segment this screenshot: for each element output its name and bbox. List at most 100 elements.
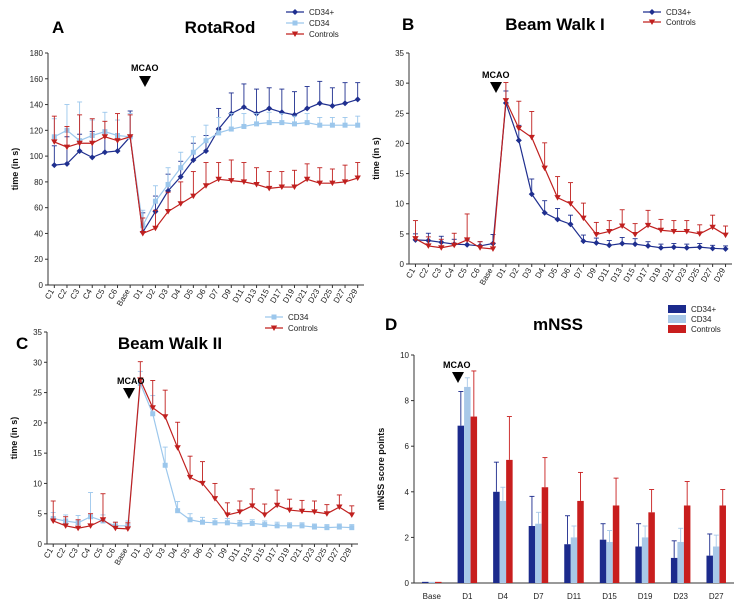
data-point	[354, 175, 361, 182]
bar	[670, 557, 678, 583]
data-point	[412, 236, 419, 242]
x-tick-label: D15	[256, 287, 271, 305]
legend-marker	[292, 20, 298, 26]
data-point	[644, 222, 652, 229]
x-tick-label: D1	[132, 287, 145, 301]
data-point	[228, 126, 234, 132]
data-point	[254, 121, 260, 127]
mcao-arrow	[123, 388, 135, 399]
data-point	[464, 241, 471, 248]
data-point	[149, 405, 156, 411]
data-point	[515, 137, 522, 144]
x-tick-label: D19	[638, 592, 653, 601]
y-axis-label: mNSS score points	[376, 428, 386, 511]
legend-swatch	[668, 315, 686, 323]
data-point	[152, 225, 159, 232]
x-tick-label: D27	[699, 266, 714, 284]
x-tick-label: C1	[42, 546, 55, 560]
data-point	[580, 238, 587, 245]
y-tick-label: 4	[405, 488, 410, 497]
y-tick-label: 120	[30, 126, 44, 135]
x-tick-label: D6	[191, 546, 204, 560]
x-tick-label: D17	[268, 287, 283, 305]
data-point	[177, 201, 184, 207]
x-tick-label: D1	[129, 546, 142, 560]
x-tick-label: D15	[622, 266, 637, 284]
y-tick-label: 20	[33, 419, 42, 428]
y-tick-label: 35	[395, 49, 404, 58]
data-point	[279, 120, 285, 126]
data-point	[593, 231, 600, 238]
data-point	[261, 512, 268, 518]
y-tick-label: 25	[395, 109, 404, 118]
data-point	[311, 524, 317, 530]
x-tick-label: D1	[462, 592, 473, 601]
data-point	[76, 140, 83, 147]
data-point	[696, 231, 703, 237]
x-tick-label: C5	[92, 546, 105, 560]
y-tick-label: 6	[405, 442, 410, 451]
chart-title: Beam Walk II	[118, 334, 222, 353]
y-tick-label: 30	[395, 79, 404, 88]
data-point	[336, 504, 343, 511]
y-tick-label: 25	[33, 389, 42, 398]
data-point	[215, 176, 222, 183]
data-point	[554, 195, 561, 201]
y-tick-label: 15	[33, 449, 42, 458]
y-tick-label: 10	[400, 351, 409, 360]
data-point	[329, 180, 336, 187]
legend-label: CD34+	[309, 8, 334, 17]
data-point	[342, 100, 349, 107]
y-tick-label: 100	[30, 152, 44, 161]
x-tick-label: C2	[56, 287, 69, 301]
x-tick-label: D25	[319, 287, 334, 305]
data-point	[645, 242, 652, 249]
panel-letter: A	[52, 18, 64, 37]
data-point	[606, 242, 613, 249]
data-point	[241, 123, 247, 129]
data-point	[619, 240, 626, 247]
x-tick-label: C3	[67, 546, 80, 560]
data-point	[348, 512, 355, 518]
data-point	[228, 178, 235, 184]
data-point	[249, 503, 256, 509]
bar	[535, 523, 542, 583]
x-tick-label: D25	[313, 546, 328, 564]
data-point	[224, 520, 230, 526]
bar	[464, 386, 471, 583]
x-tick-label: D21	[660, 266, 675, 284]
legend-label: CD34	[691, 315, 712, 324]
data-point	[99, 517, 107, 523]
data-point	[187, 517, 193, 523]
mcao-arrow	[139, 76, 151, 87]
chart-panel-c: C Beam Walk II 0 5 10 15 20 25 30 35 time (in s) C1…	[9, 313, 358, 567]
bar	[577, 500, 584, 583]
data-point	[286, 507, 293, 514]
x-tick-label: D13	[239, 546, 254, 564]
y-tick-label: 5	[400, 230, 405, 239]
data-point	[593, 239, 600, 246]
data-point	[62, 523, 69, 529]
data-point	[266, 185, 273, 192]
mcao-arrow	[490, 82, 502, 93]
data-point	[224, 512, 231, 518]
data-point	[476, 245, 484, 251]
data-point	[541, 165, 548, 172]
data-point	[178, 165, 184, 171]
data-point	[489, 246, 497, 252]
x-tick-label: D29	[712, 266, 727, 284]
series-0	[412, 90, 729, 252]
x-tick-label: D2	[142, 546, 155, 560]
y-tick-label: 80	[34, 178, 43, 187]
chart-title: mNSS	[533, 315, 583, 334]
mcao-label: MCAO	[131, 63, 159, 73]
legend-label: Controls	[691, 325, 721, 334]
data-point	[89, 154, 96, 161]
x-tick-label: D27	[326, 546, 341, 564]
x-tick-label: D19	[276, 546, 291, 564]
y-tick-label: 0	[39, 281, 44, 290]
panel-letter: D	[385, 315, 397, 334]
bar	[428, 581, 436, 583]
series-0	[50, 370, 355, 531]
